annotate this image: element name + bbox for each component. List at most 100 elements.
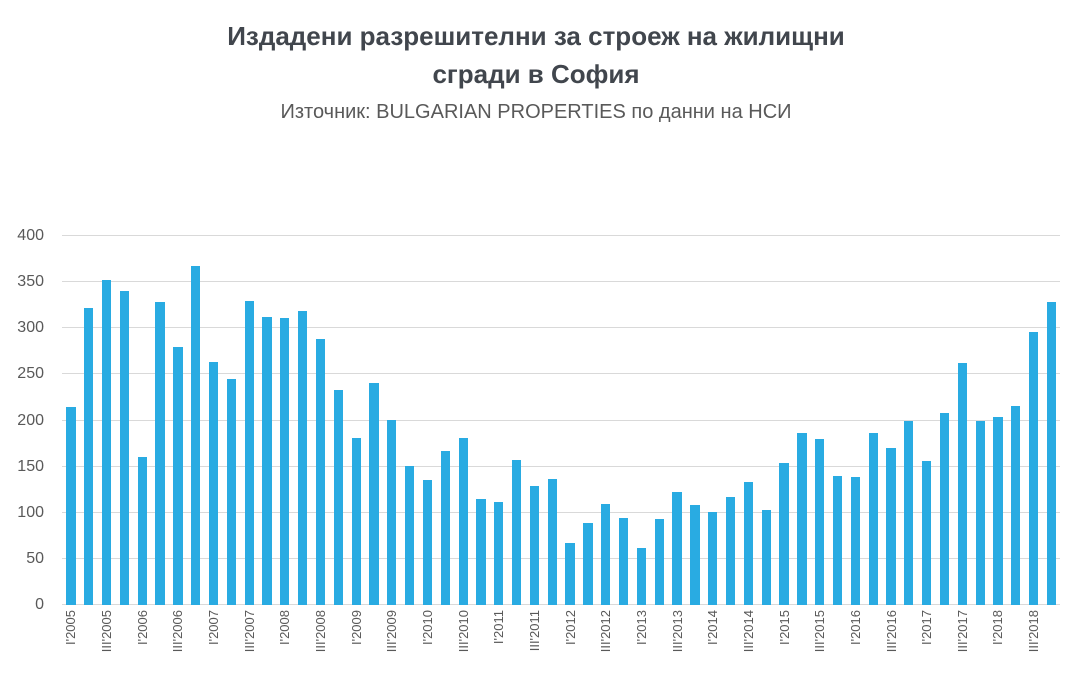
bar-slot	[187, 236, 205, 605]
bar-slot	[722, 236, 740, 605]
x-slot: III'2009	[383, 610, 401, 685]
page-subtitle: Източник: BULGARIAN PROPERTIES по данни …	[280, 101, 792, 124]
bar-slot	[811, 236, 829, 605]
bar-slot	[1025, 236, 1043, 605]
gridline	[62, 465, 1060, 467]
bar-slot	[846, 236, 864, 605]
bar	[405, 465, 415, 605]
bar	[191, 265, 201, 605]
bar	[725, 497, 736, 605]
bar	[315, 339, 326, 605]
x-slot: III'2007	[240, 610, 258, 685]
bar-slot	[169, 236, 187, 605]
x-slot	[829, 610, 847, 685]
y-tick-label: 200	[17, 411, 44, 429]
gridline	[62, 373, 1060, 375]
x-slot: III'2013	[668, 610, 686, 685]
bar	[137, 457, 147, 605]
bar	[173, 346, 183, 605]
x-axis-line	[62, 604, 1060, 605]
gridline	[62, 557, 1060, 559]
bar	[208, 362, 219, 605]
bar	[743, 482, 754, 605]
x-slot: I'2008	[276, 610, 294, 685]
bar	[547, 478, 557, 605]
x-slot: III'2016	[882, 610, 900, 685]
bar	[351, 438, 361, 605]
x-slot: I'2013	[633, 610, 651, 685]
page-title-line1: Издадени разрешителни за строеж на жилищ…	[227, 21, 845, 51]
x-tick-label: III'2014	[740, 610, 756, 653]
x-tick-label: III'2005	[99, 610, 115, 653]
x-slot	[936, 610, 954, 685]
x-slot	[80, 610, 98, 685]
x-tick-label: I'2013	[633, 610, 649, 646]
x-slot: III'2018	[1025, 610, 1043, 685]
gridline	[62, 327, 1060, 329]
x-slot	[615, 610, 633, 685]
x-slot	[1007, 610, 1025, 685]
bar-slot	[490, 236, 508, 605]
bar	[832, 475, 843, 605]
x-tick-label: III'2016	[883, 610, 899, 653]
x-slot	[757, 610, 775, 685]
x-tick-label: I'2010	[419, 610, 435, 646]
x-tick-label: I'2011	[491, 610, 507, 645]
bar	[957, 363, 967, 605]
x-tick-label: I'2009	[348, 610, 364, 646]
x-slot	[579, 610, 597, 685]
x-slot: III'2011	[526, 610, 544, 685]
x-slot	[650, 610, 668, 685]
bar	[155, 302, 165, 605]
x-tick-label: I'2008	[277, 610, 293, 646]
x-slot: III'2017	[953, 610, 971, 685]
x-tick-label: III'2011	[526, 610, 542, 652]
bar-slot	[294, 236, 312, 605]
gridline	[62, 511, 1060, 513]
bar	[761, 509, 771, 605]
bar	[529, 486, 540, 605]
gridline	[62, 281, 1060, 283]
bar-slot	[98, 236, 116, 605]
x-slot	[436, 610, 454, 685]
bar-slot	[526, 236, 544, 605]
bar	[618, 518, 629, 605]
x-slot: I'2005	[62, 610, 80, 685]
bar-slot	[704, 236, 722, 605]
bar	[458, 438, 468, 605]
x-tick-label: I'2005	[63, 610, 79, 646]
x-tick-label: III'2015	[812, 610, 828, 653]
bar-slot	[793, 236, 811, 605]
x-slot: III'2005	[98, 610, 116, 685]
y-tick-label: 50	[26, 549, 44, 567]
bar	[654, 519, 664, 605]
x-slot	[222, 610, 240, 685]
bar	[601, 503, 611, 605]
bar-slot	[953, 236, 971, 605]
x-tick-label: III'2008	[313, 610, 328, 653]
bar	[583, 522, 593, 605]
bar-slot	[543, 236, 561, 605]
x-slot: I'2015	[775, 610, 793, 685]
x-slot	[365, 610, 383, 685]
x-tick-label: I'2007	[206, 610, 222, 646]
bar	[387, 419, 397, 605]
y-tick-label: 100	[17, 503, 44, 521]
bar-slot	[454, 236, 472, 605]
bar-slot	[597, 236, 615, 605]
bar	[440, 450, 450, 605]
bar-slot	[80, 236, 98, 605]
bar	[779, 462, 789, 605]
x-slot	[686, 610, 704, 685]
x-slot: I'2012	[561, 610, 579, 685]
bar	[797, 432, 807, 605]
bar-slot	[829, 236, 847, 605]
bar	[850, 476, 860, 605]
x-tick-label: III'2013	[669, 610, 685, 653]
x-slot	[900, 610, 918, 685]
x-slot	[258, 610, 276, 685]
bar-slot	[383, 236, 401, 605]
x-slot	[472, 610, 490, 685]
x-slot	[971, 610, 989, 685]
x-slot	[1043, 610, 1061, 685]
